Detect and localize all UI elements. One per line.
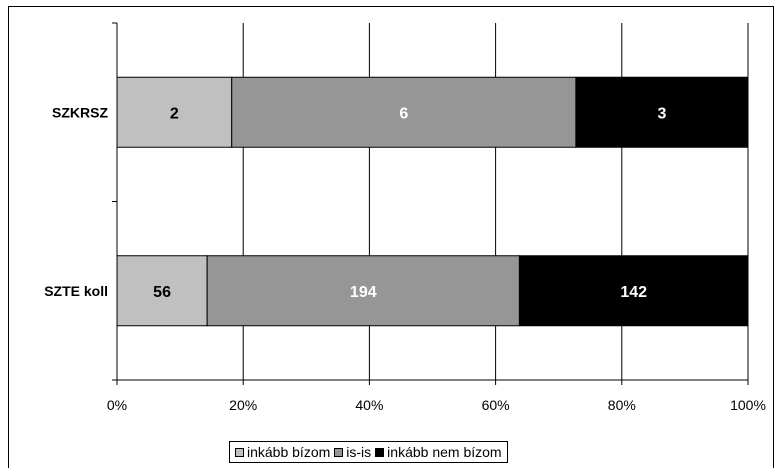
legend-swatch [334,447,344,457]
x-tick-label: 80% [608,397,636,413]
chart-frame [8,6,774,468]
bar-segment [518,255,749,327]
data-label: 142 [620,284,647,301]
bar-segment [575,76,749,148]
legend-label: inkább bízom [247,444,331,460]
x-tick-label: 100% [730,397,766,413]
legend-item: is-is [334,444,371,460]
legend-label: is-is [346,444,372,460]
x-tick-label: 0% [107,397,127,413]
bar-segment [116,76,233,148]
x-tick-label: 40% [355,397,383,413]
bar-segment [116,255,208,327]
chart-legend: inkább bízom is-is inkább nem bízom [229,441,508,463]
x-tick-label: 20% [229,397,257,413]
legend-label: inkább nem bízom [387,444,502,460]
data-label: 6 [399,105,408,122]
category-label: SZTE koll [44,283,108,299]
legend-swatch [375,447,385,457]
data-label: 3 [658,105,667,122]
legend-item: inkább bízom [235,444,330,460]
legend-item: inkább nem bízom [375,444,502,460]
bar-segment [231,76,577,148]
data-label: 2 [170,105,179,122]
legend-swatch [235,447,244,457]
category-label: SZKRSZ [52,104,108,120]
data-label: 56 [153,284,171,301]
x-tick-label: 60% [482,397,510,413]
data-label: 194 [350,284,377,301]
